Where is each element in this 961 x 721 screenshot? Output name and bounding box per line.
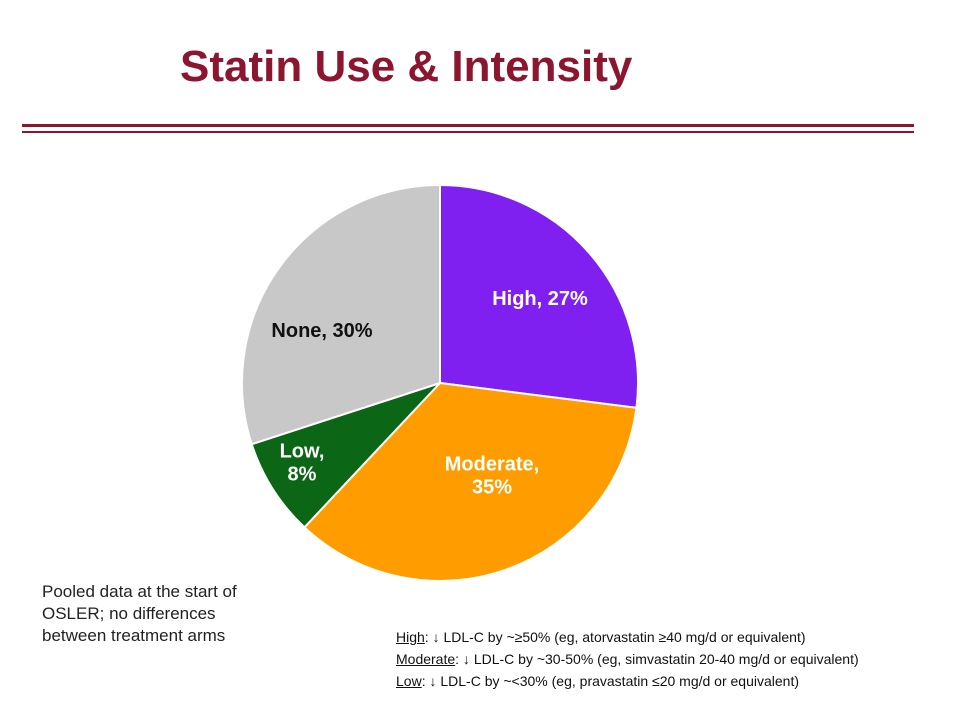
pie-label-moderate: Moderate, 35% (445, 454, 539, 499)
legend-row-high: High: ↓ LDL-C by ~≥50% (eg, atorvastatin… (396, 626, 859, 648)
legend-term-moderate: Moderate (396, 651, 456, 667)
legend-desc-low: : ↓ LDL-C by ~<30% (eg, pravastatin ≤20 … (421, 673, 800, 689)
legend-term-high: High (396, 629, 425, 645)
pie-label-low: Low, 8% (280, 441, 325, 486)
legend-row-low: Low: ↓ LDL-C by ~<30% (eg, pravastatin ≤… (396, 670, 859, 692)
legend-term-low: Low (396, 673, 422, 689)
pie-slice-high (439, 183, 639, 409)
pie-slice-low (250, 382, 441, 529)
slide-title: Statin Use & Intensity (180, 42, 633, 91)
title-divider-top (22, 124, 914, 127)
legend-row-moderate: Moderate: ↓ LDL-C by ~30-50% (eg, simvas… (396, 648, 859, 670)
title-divider-bottom (22, 131, 914, 133)
legend-desc-moderate: : ↓ LDL-C by ~30-50% (eg, simvastatin 20… (455, 651, 859, 667)
intensity-legend: High: ↓ LDL-C by ~≥50% (eg, atorvastatin… (396, 626, 859, 692)
pie-label-high: High, 27% (492, 288, 588, 310)
pie-label-none: None, 30% (271, 320, 372, 342)
pie-slice-moderate (303, 381, 638, 583)
footnote-pooled-data: Pooled data at the start of OSLER; no di… (42, 582, 237, 645)
pie-slice-none (241, 183, 441, 446)
legend-desc-high: : ↓ LDL-C by ~≥50% (eg, atorvastatin ≥40… (424, 629, 806, 645)
